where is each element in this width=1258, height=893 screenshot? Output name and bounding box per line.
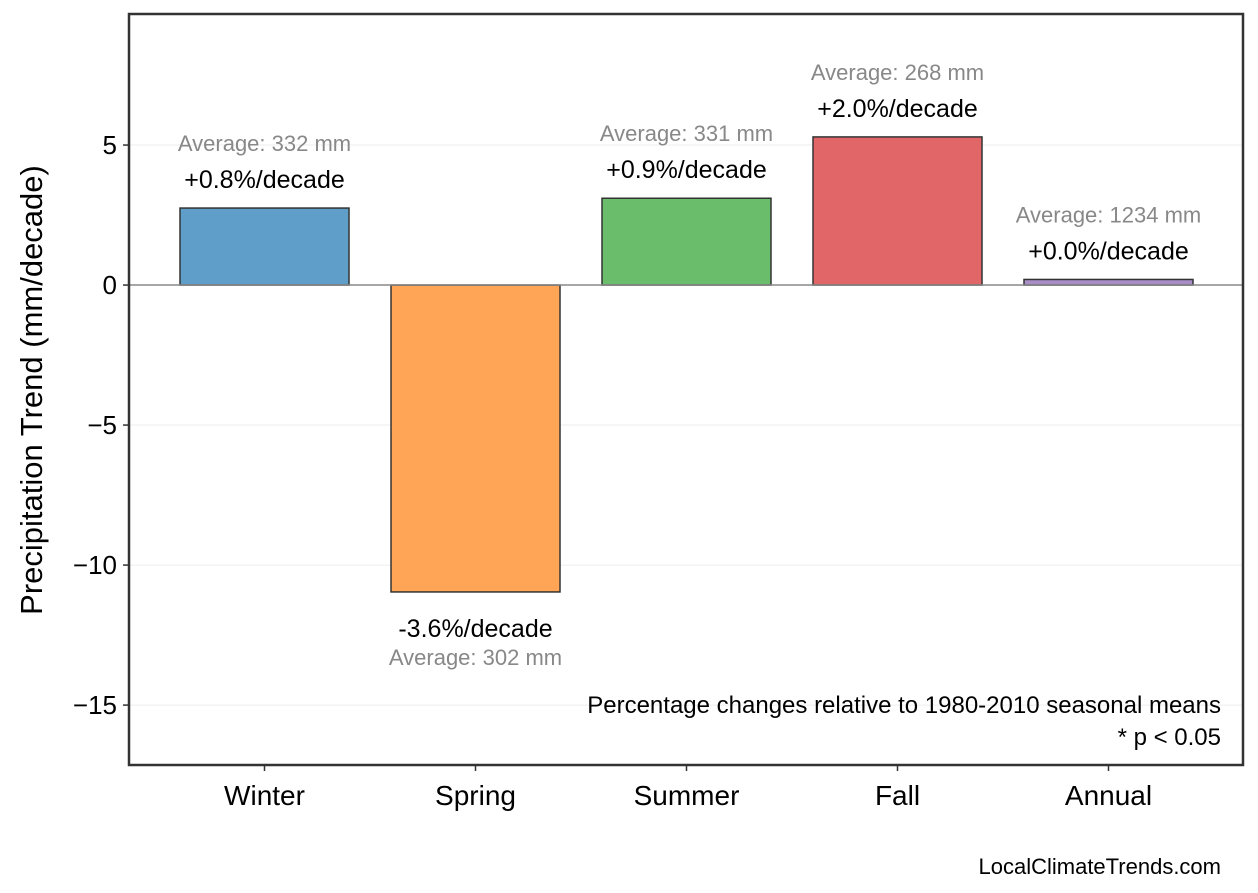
x-tick-label: Winter [224, 780, 305, 811]
x-tick-label: Annual [1065, 780, 1152, 811]
avg-label: Average: 331 mm [600, 121, 773, 146]
x-tick-label: Spring [435, 780, 516, 811]
y-axis-label: Precipitation Trend (mm/decade) [14, 165, 49, 615]
pct-label: +0.8%/decade [184, 166, 345, 194]
bar-fall [812, 136, 983, 286]
y-tick-label: 5 [103, 130, 117, 160]
x-tick-label: Summer [634, 780, 740, 811]
bar-spring [390, 284, 561, 593]
avg-label: Average: 302 mm [389, 645, 562, 670]
pct-label: -3.6%/decade [398, 615, 552, 643]
pct-label: +0.0%/decade [1028, 237, 1189, 265]
bar-winter [179, 207, 350, 286]
credit-text: LocalClimateTrends.com [979, 854, 1222, 879]
y-tick-label: −5 [87, 410, 117, 440]
annotation-line-2: * p < 0.05 [1118, 724, 1221, 751]
y-tick-label: −10 [73, 550, 117, 580]
y-tick-label: −15 [73, 690, 117, 720]
avg-label: Average: 268 mm [811, 60, 984, 85]
bar-summer [601, 197, 772, 286]
annotation-line-1: Percentage changes relative to 1980-2010… [587, 692, 1221, 719]
pct-label: +0.9%/decade [606, 156, 767, 184]
avg-label: Average: 1234 mm [1016, 202, 1201, 227]
bar-annual [1023, 278, 1194, 286]
x-tick-label: Fall [875, 780, 920, 811]
avg-label: Average: 332 mm [178, 131, 351, 156]
pct-label: +2.0%/decade [817, 95, 978, 123]
y-tick-label: 0 [103, 270, 117, 300]
